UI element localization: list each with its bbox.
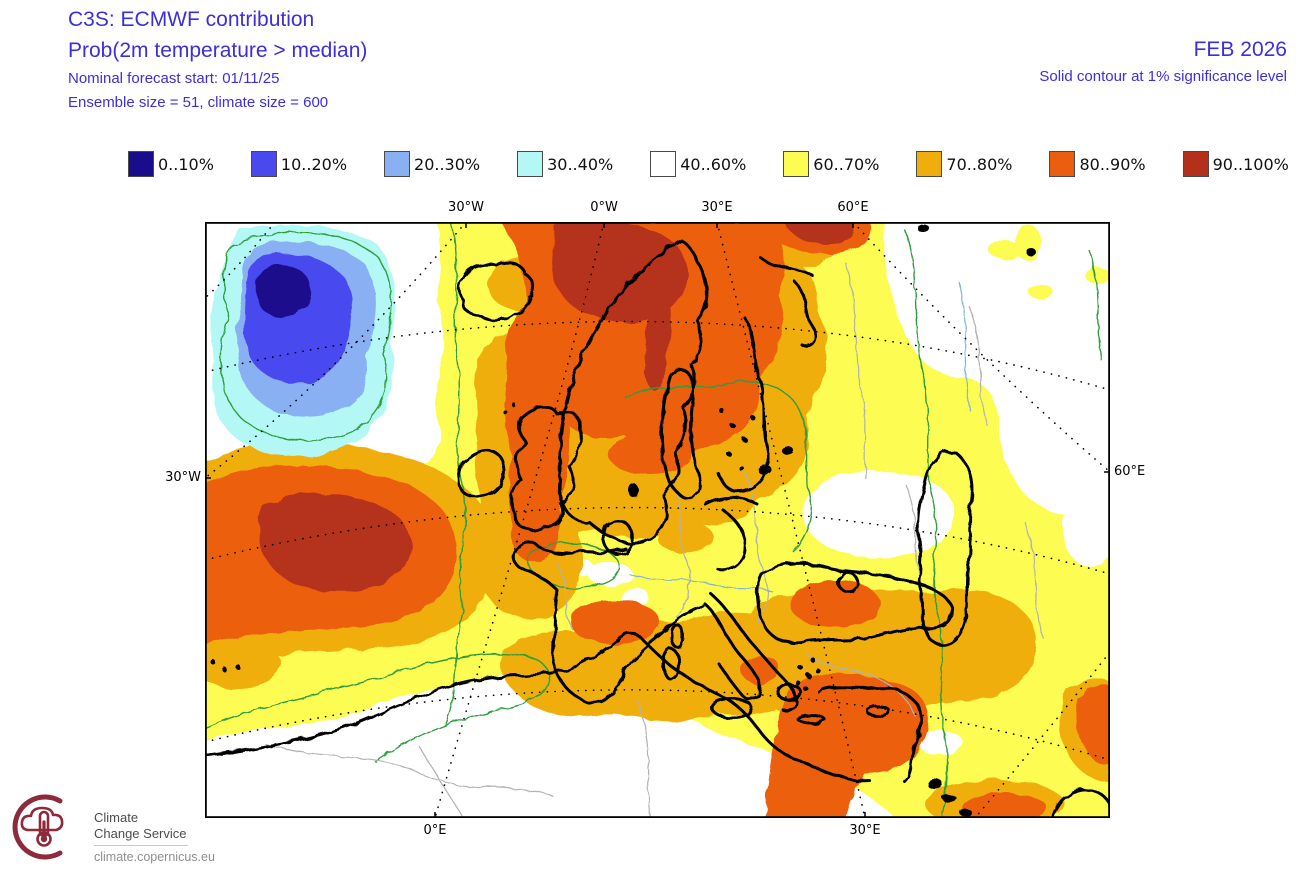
rivers-layer xyxy=(628,281,972,593)
legend-item: 40..60% xyxy=(650,151,746,177)
legend-label: 30..40% xyxy=(547,154,614,174)
logo-line2: Change Service xyxy=(94,826,187,841)
forecast-map xyxy=(193,216,1118,828)
forecast-start-label: Nominal forecast start: 01/11/25 xyxy=(68,70,280,87)
legend-swatch xyxy=(783,151,810,177)
axis-label-top-30e: 30°E xyxy=(701,200,733,215)
graticule-layer xyxy=(204,221,1111,819)
logo-divider xyxy=(94,845,188,846)
legend-item: 0..10% xyxy=(128,151,214,177)
legend-swatch xyxy=(517,151,544,177)
legend-label: 70..80% xyxy=(946,154,1013,174)
page-title: C3S: ECMWF contribution xyxy=(68,8,315,31)
variable-title: Prob(2m temperature > median) xyxy=(68,39,368,62)
legend-item: 30..40% xyxy=(517,151,613,177)
legend-label: 80..90% xyxy=(1079,154,1146,174)
forecast-map-container xyxy=(193,216,1118,828)
valid-period-label: FEB 2026 xyxy=(1193,38,1287,61)
legend-swatch xyxy=(128,151,154,177)
legend-swatch xyxy=(916,151,943,177)
legend-swatch xyxy=(650,151,677,177)
significance-note: Solid contour at 1% significance level xyxy=(1039,68,1287,85)
map-frame xyxy=(204,221,1111,819)
green-contours-layer xyxy=(204,221,1102,819)
legend-item: 20..30% xyxy=(384,151,480,177)
legend-label: 0..10% xyxy=(158,154,214,174)
axis-label-bottom-30e: 30°E xyxy=(849,823,881,838)
coastlines-layer xyxy=(203,224,1112,820)
ensemble-size-label: Ensemble size = 51, climate size = 600 xyxy=(68,94,329,111)
legend-label: 10..20% xyxy=(280,154,348,174)
legend-label: 40..60% xyxy=(680,154,747,174)
legend-item: 60..70% xyxy=(783,151,879,177)
axis-label-left-30w: 30°W xyxy=(165,470,201,485)
logo-line1: Climate xyxy=(94,810,139,825)
legend-label: 20..30% xyxy=(414,154,481,174)
axis-label-top-60e: 60°E xyxy=(837,200,869,215)
lakes-and-islets xyxy=(210,224,1036,816)
axis-label-right-60e: 60°E xyxy=(1114,464,1146,479)
legend-label: 90..100% xyxy=(1212,154,1289,174)
logo-service-name: Climate Change Service xyxy=(94,810,187,842)
axis-label-top-30w: 30°W xyxy=(448,200,484,215)
legend-item: 80..90% xyxy=(1049,151,1146,177)
climate-change-service-icon xyxy=(12,794,64,860)
legend-swatch xyxy=(1182,151,1209,177)
legend-swatch xyxy=(384,151,411,177)
legend-item: 70..80% xyxy=(916,151,1012,177)
legend-label: 60..70% xyxy=(813,154,880,174)
legend-swatch xyxy=(250,151,277,177)
legend-item: 90..100% xyxy=(1182,151,1289,177)
logo-url: climate.copernicus.eu xyxy=(94,850,215,864)
legend-item: 10..20% xyxy=(250,151,348,177)
probability-legend: 0..10% 10..20% 20..30% 30..40% 40..60% 6… xyxy=(128,151,1289,177)
probability-fills xyxy=(193,216,1118,828)
axis-label-bottom-0e: 0°E xyxy=(423,823,447,838)
copernicus-logo: Climate Change Service climate.copernicu… xyxy=(8,792,248,872)
axis-label-top-0w: 0°W xyxy=(590,200,618,215)
legend-swatch xyxy=(1049,151,1076,177)
